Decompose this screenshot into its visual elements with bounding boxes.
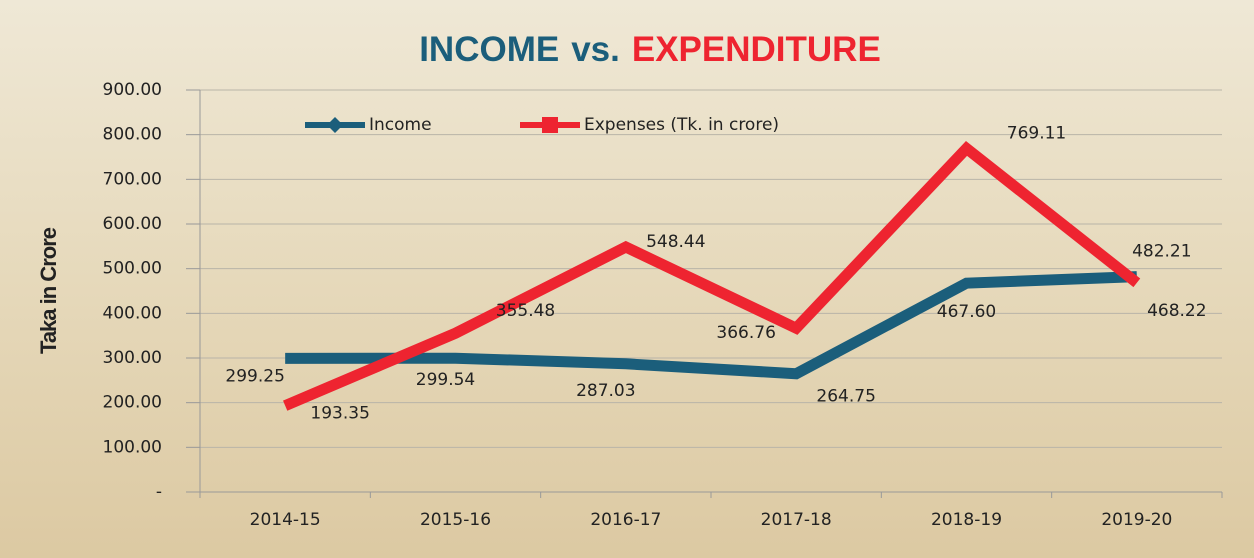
y-tick-label: 700.00 [103,169,162,189]
y-tick-label: 900.00 [103,80,162,100]
x-tick-label: 2019-20 [1101,510,1172,530]
legend-label: Expenses (Tk. in crore) [584,115,779,135]
y-tick-label: 500.00 [103,259,162,279]
data-label: 769.11 [1007,123,1066,143]
x-tick-label: 2014-15 [250,510,321,530]
data-label: 482.21 [1132,242,1191,262]
y-tick-label: - [156,482,162,502]
data-label: 193.35 [310,404,369,424]
chart: INCOME vs. EXPENDITURE Taka in Crore - 100.… [0,0,1254,558]
y-axis-title: Taka in Crore [36,227,61,354]
x-tick-label: 2018-19 [931,510,1002,530]
title-part: INCOME [419,30,559,69]
data-label: 548.44 [646,232,705,252]
y-tick-label: 300.00 [103,348,162,368]
chart-title: INCOME vs. EXPENDITURE [419,30,881,69]
data-label: 287.03 [576,381,635,401]
x-tick-label: 2017-18 [761,510,832,530]
x-tick-label: 2016-17 [590,510,661,530]
y-tick-label: 100.00 [103,437,162,457]
data-label: 299.25 [225,366,284,386]
data-label: 366.76 [716,323,775,343]
data-label: 355.48 [496,301,555,321]
y-tick-label: 600.00 [103,214,162,234]
title-part: EXPENDITURE [632,30,881,69]
legend-label: Income [369,115,432,135]
x-tick-label: 2015-16 [420,510,491,530]
data-label: 467.60 [937,302,996,322]
y-tick-label: 200.00 [103,393,162,413]
marker [542,117,558,133]
title-part: vs. [571,30,620,69]
y-tick-label: 800.00 [103,125,162,145]
y-tick-label: 400.00 [103,303,162,323]
data-label: 468.22 [1147,301,1206,321]
data-label: 299.54 [416,370,475,390]
data-label: 264.75 [816,387,875,407]
